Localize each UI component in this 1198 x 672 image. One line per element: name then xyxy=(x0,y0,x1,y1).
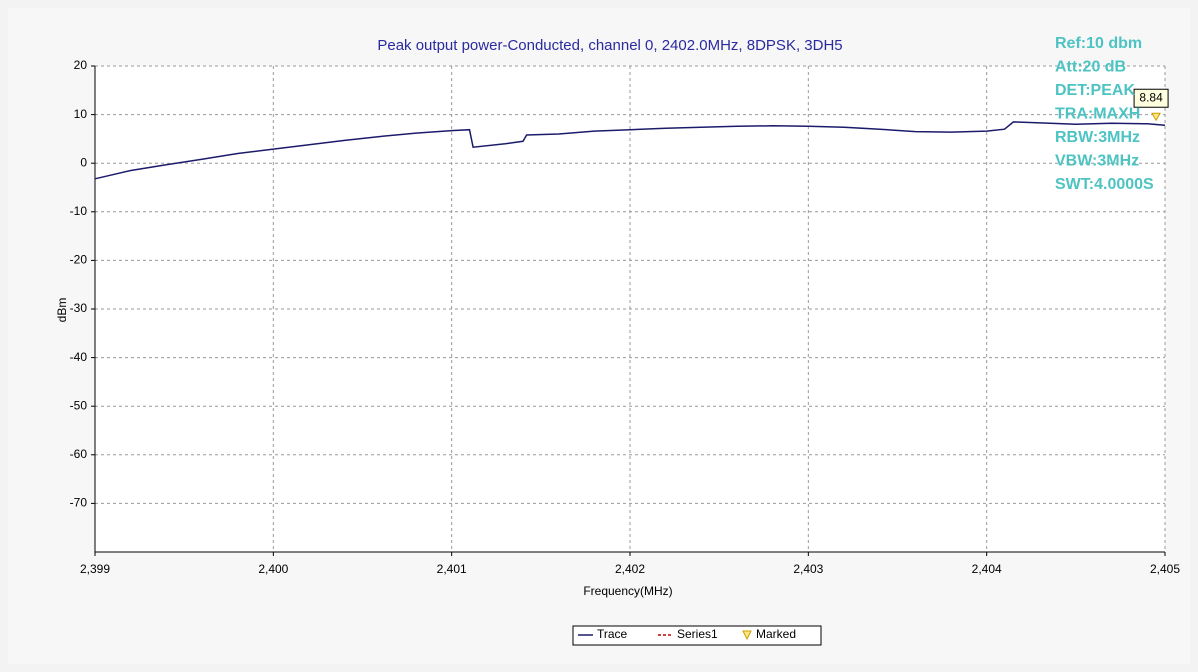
trace-line xyxy=(94,121,1166,180)
legend-label: Series1 xyxy=(677,627,718,641)
info-text: Att:20 dB xyxy=(1055,59,1126,76)
x-tick-label: 2,403 xyxy=(793,562,823,576)
info-text: TRA:MAXH xyxy=(1055,106,1140,123)
chart-title: Peak output power-Conducted, channel 0, … xyxy=(377,37,842,54)
x-tick-label: 2,399 xyxy=(80,562,110,576)
info-text: SWT:4.0000S xyxy=(1055,176,1154,193)
x-tick-label: 2,404 xyxy=(972,562,1002,576)
marker-label-box xyxy=(1133,88,1169,108)
x-axis-label: Frequency(MHz) xyxy=(583,584,672,598)
y-tick-label: -20 xyxy=(70,253,88,267)
x-tick-label: 2,400 xyxy=(258,562,288,576)
info-text: Ref:10 dbm xyxy=(1055,35,1142,52)
y-tick-label: 0 xyxy=(80,155,87,169)
legend-box xyxy=(572,625,822,646)
y-tick-label: -70 xyxy=(70,496,88,510)
y-tick-label: -60 xyxy=(70,447,88,461)
x-tick-label: 2,402 xyxy=(615,562,645,576)
marker-label: 8.84 xyxy=(1139,90,1163,104)
y-tick-label: -40 xyxy=(70,350,88,364)
info-text: VBW:3MHz xyxy=(1055,153,1139,170)
legend-label: Marked xyxy=(756,627,796,641)
y-tick-label: -50 xyxy=(70,398,88,412)
y-tick-label: -10 xyxy=(70,204,88,218)
y-tick-label: 10 xyxy=(74,107,88,121)
y-tick-label: -30 xyxy=(70,301,88,315)
legend-label: Trace xyxy=(597,627,628,641)
info-text: DET:PEAK xyxy=(1055,82,1135,99)
y-tick-label: 20 xyxy=(74,58,88,72)
x-tick-label: 2,401 xyxy=(437,562,467,576)
info-text: RBW:3MHz xyxy=(1055,129,1140,146)
y-axis-label: dBm xyxy=(55,298,69,323)
marker xyxy=(1151,112,1161,122)
x-tick-label: 2,405 xyxy=(1150,562,1180,576)
legend-symbol xyxy=(742,630,752,641)
